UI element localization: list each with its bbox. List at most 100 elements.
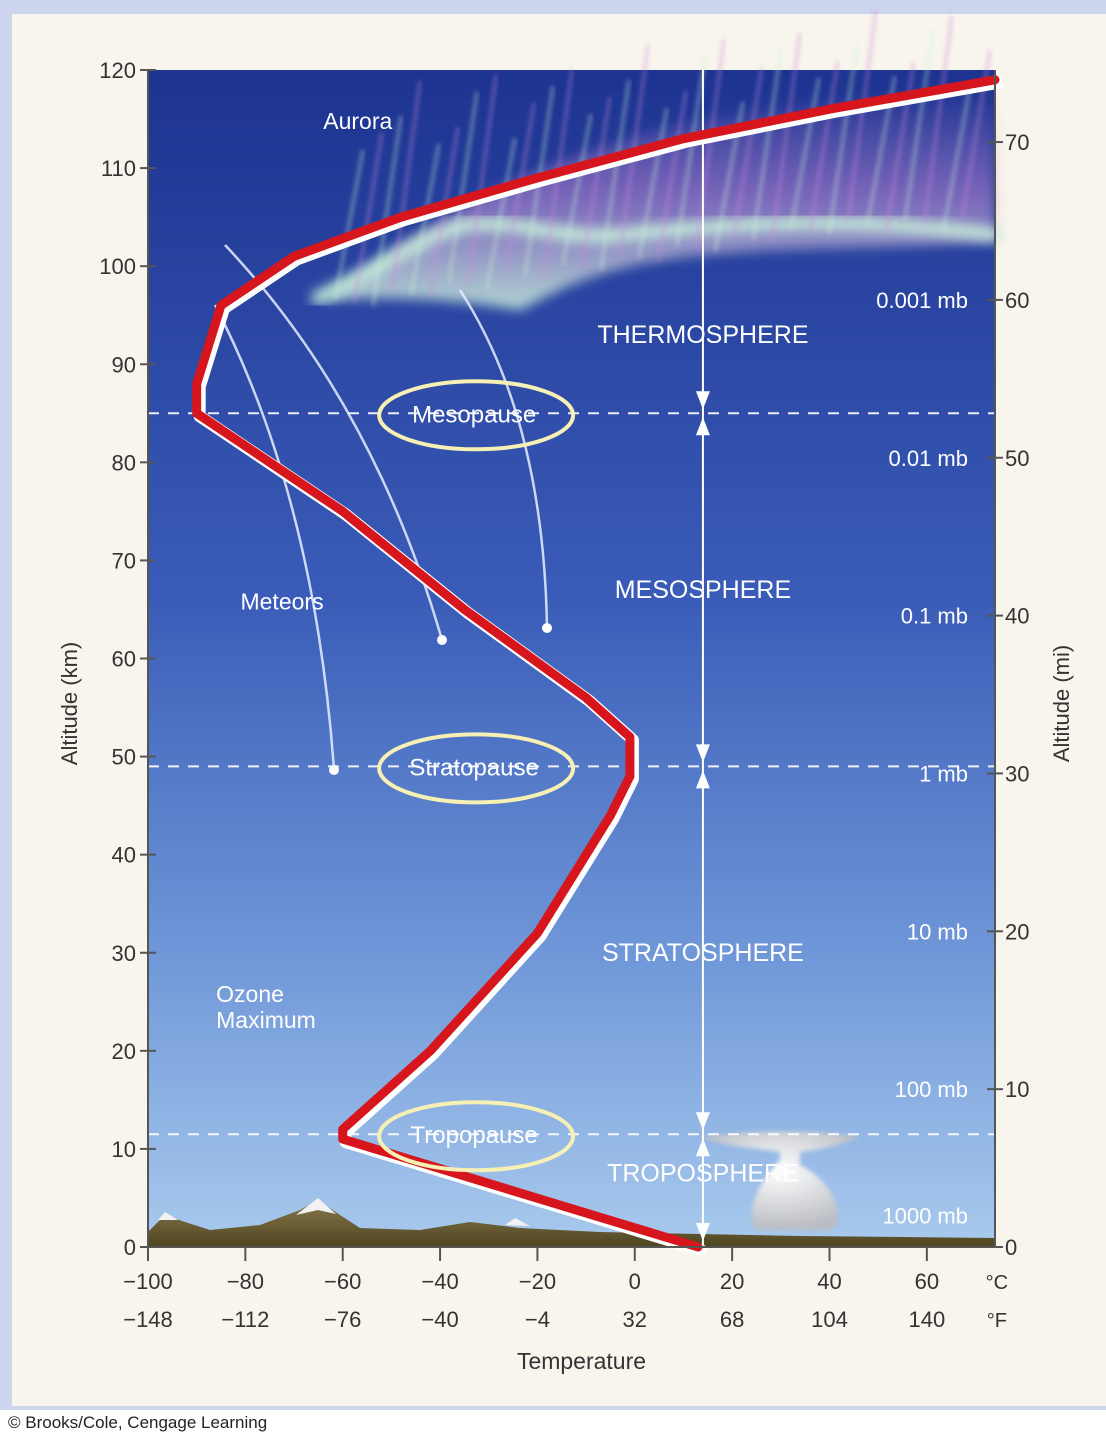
y-tick-label-km: 30: [112, 941, 136, 966]
x-unit-celsius: °C: [986, 1272, 1008, 1294]
aurora-ray: [447, 91, 479, 283]
highlight-ellipse-tropopause: [377, 1100, 576, 1173]
x-tick-label-fahrenheit: 104: [811, 1307, 848, 1332]
x-axis-label: Temperature: [517, 1348, 646, 1374]
aurora-ray: [333, 149, 365, 301]
layer-label-mesosphere: MESOSPHERE: [615, 576, 791, 604]
aurora-ray: [922, 15, 954, 227]
aurora-ray: [884, 61, 916, 233]
aurora-ray: [656, 90, 688, 262]
aurora-ray: [371, 115, 403, 307]
aurora-ray: [789, 77, 821, 229]
pressure-label: 10 mb: [907, 919, 968, 944]
arrow-head: [695, 1112, 710, 1131]
boundary-label-tropopause: Tropopause: [411, 1122, 538, 1149]
x-tick-label-fahrenheit: −40: [421, 1307, 458, 1332]
aurora-ray: [694, 38, 726, 250]
aurora-ray: [352, 132, 384, 304]
layer-arrows: [695, 70, 710, 1247]
y-tick-label-mi: 70: [1005, 130, 1029, 155]
y-tick-label-km: 20: [112, 1039, 136, 1064]
layer-label-thermosphere: THERMOSPHERE: [597, 321, 808, 349]
x-tick-label-fahrenheit: −112: [221, 1307, 269, 1332]
x-tick-label-celsius: 20: [720, 1269, 744, 1294]
y-tick-label-km: 10: [112, 1137, 136, 1162]
highlight-ellipse-mesopause: [377, 379, 576, 452]
temperature-profile: [192, 75, 1004, 1256]
meteor-head: [329, 765, 339, 775]
x-tick-label-fahrenheit: 68: [720, 1307, 744, 1332]
aurora-ray: [599, 79, 631, 271]
y-tick-label-mi: 20: [1005, 919, 1029, 944]
y-tick-label-km: 110: [101, 156, 136, 181]
layer-label-troposphere: TROPOSPHERE: [607, 1159, 799, 1187]
highlight-ellipse-stratopause: [377, 732, 576, 805]
x-tick-label-fahrenheit: −4: [525, 1307, 550, 1332]
y-tick-label-km: 60: [112, 647, 136, 672]
meteor-head: [437, 635, 447, 645]
arrow-head: [695, 417, 710, 436]
annotation-meteors: Meteors: [240, 588, 323, 614]
arrow-head: [695, 770, 710, 789]
x-tick-label-fahrenheit: 32: [623, 1307, 647, 1332]
x-tick-label-fahrenheit: −76: [324, 1307, 361, 1332]
y-tick-label-km: 80: [112, 450, 136, 475]
cloud-shape: [700, 1131, 860, 1230]
y-tick-label-mi: 50: [1005, 446, 1029, 471]
aurora-ray: [580, 96, 612, 268]
aurora-ray: [466, 74, 498, 286]
y-tick-label-mi: 30: [1005, 761, 1029, 786]
x-tick-label-fahrenheit: −148: [123, 1307, 173, 1332]
x-unit-fahrenheit: °F: [987, 1310, 1007, 1332]
y-tick-label-km: 40: [112, 843, 136, 868]
y-axis-label-right: Altitude (mi): [1049, 645, 1074, 762]
pressure-label: 0.001 mb: [876, 288, 968, 313]
mountains-ground: [148, 1200, 995, 1247]
aurora-ray: [751, 49, 783, 241]
aurora-ray: [770, 32, 802, 244]
y-tick-label-km: 90: [112, 352, 136, 377]
aurora-ray: [637, 107, 669, 259]
aurora-ray: [827, 43, 859, 235]
aurora-ray: [903, 29, 935, 221]
copyright-credit: © Brooks/Cole, Cengage Learning: [8, 1413, 268, 1432]
pressure-label: 100 mb: [895, 1077, 968, 1102]
x-tick-label-fahrenheit: 140: [908, 1307, 945, 1332]
pressure-label: 0.1 mb: [901, 604, 968, 629]
aurora-ray: [732, 66, 764, 238]
aurora-ray: [485, 137, 517, 289]
boundary-label-mesopause: Mesopause: [412, 401, 536, 428]
y-tick-label-km: 70: [112, 548, 136, 573]
layer-label-stratosphere: STRATOSPHERE: [602, 939, 804, 967]
y-tick-label-mi: 60: [1005, 288, 1029, 313]
arrow-head: [695, 744, 710, 763]
x-tick-label-celsius: 40: [817, 1269, 841, 1294]
x-tick-label-celsius: 0: [629, 1269, 641, 1294]
aurora-ray: [846, 9, 878, 221]
x-tick-label-celsius: −40: [421, 1269, 458, 1294]
aurora-ray: [561, 113, 593, 265]
x-tick-label-celsius: −20: [519, 1269, 556, 1294]
aurora-ray: [808, 60, 840, 232]
x-tick-label-celsius: 60: [915, 1269, 939, 1294]
cumulonimbus-cloud: [700, 1131, 860, 1230]
meteor-trail: [458, 289, 549, 629]
chart-labels: Tropopause Stratopause Mesopause TROPOSPHER…: [216, 108, 968, 1229]
y-tick-label-km: 100: [99, 254, 136, 279]
pressure-label: 1 mb: [919, 761, 968, 786]
aurora-ray: [941, 81, 973, 233]
y-tick-label-km: 120: [99, 58, 136, 83]
aurora-ray: [675, 55, 707, 247]
y-tick-label-mi: 0: [1005, 1235, 1017, 1260]
y-tick-label-km: 0: [124, 1235, 136, 1260]
meteor-trail: [213, 304, 336, 771]
aurora-ray: [390, 80, 422, 292]
arrow-head: [695, 391, 710, 410]
annotation-aurora: Aurora: [323, 108, 392, 134]
boundary-label-stratopause: Stratopause: [409, 754, 538, 781]
chart-axes: 0 10 20 30 40 50 60 70 80 90 100 110 120 0 10 20 30 40 50 6…: [57, 58, 1074, 1374]
x-tick-label-celsius: −100: [123, 1269, 173, 1294]
x-tick-label-celsius: −80: [227, 1269, 264, 1294]
